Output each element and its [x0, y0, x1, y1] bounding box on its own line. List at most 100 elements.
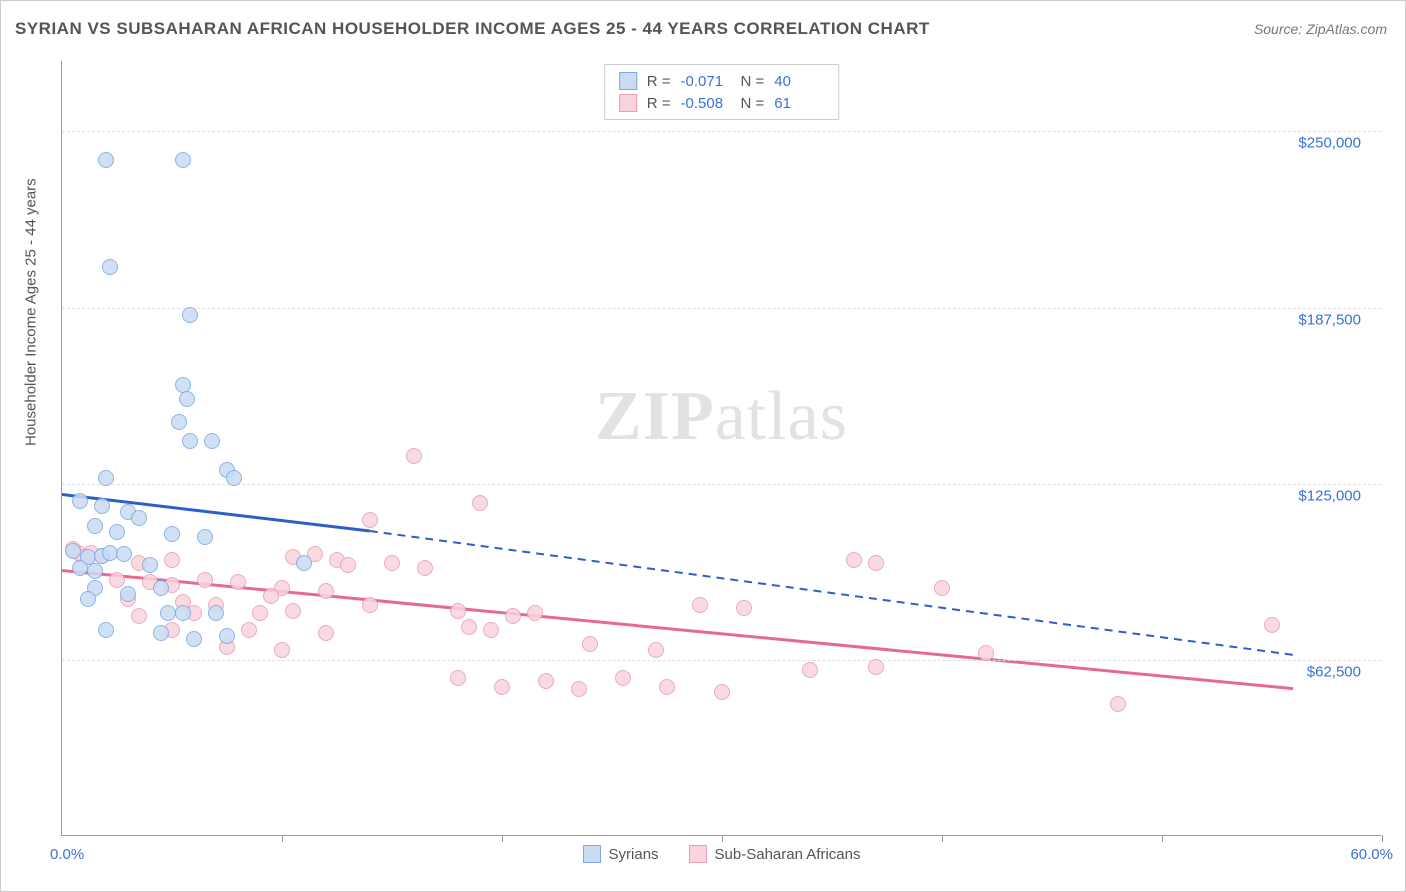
- subsaharan-point: [1264, 617, 1280, 633]
- syrians-point: [226, 470, 242, 486]
- syrians-point: [87, 563, 103, 579]
- x-tick: [722, 835, 723, 842]
- swatch-syrians: [619, 72, 637, 90]
- x-tick: [282, 835, 283, 842]
- subsaharan-point: [230, 574, 246, 590]
- r-value-syrians: -0.071: [681, 73, 731, 90]
- subsaharan-point: [868, 659, 884, 675]
- subsaharan-point: [450, 603, 466, 619]
- syrians-point: [179, 391, 195, 407]
- subsaharan-point: [714, 684, 730, 700]
- syrians-point: [131, 510, 147, 526]
- x-tick: [1162, 835, 1163, 842]
- y-tick-label: $187,500: [1298, 311, 1361, 328]
- chart-title: SYRIAN VS SUBSAHARAN AFRICAN HOUSEHOLDER…: [15, 19, 930, 39]
- legend-label-syrians: Syrians: [609, 846, 659, 863]
- legend-row-syrians: R = -0.071 N = 40: [619, 70, 825, 92]
- y-tick-label: $62,500: [1307, 663, 1361, 680]
- syrians-point: [102, 259, 118, 275]
- syrians-point: [296, 555, 312, 571]
- legend-label-subsaharan: Sub-Saharan Africans: [715, 846, 861, 863]
- n-value-syrians: 40: [774, 73, 824, 90]
- swatch-syrians-icon: [583, 845, 601, 863]
- subsaharan-point: [384, 555, 400, 571]
- trend-lines-svg: [62, 61, 1381, 835]
- subsaharan-point: [340, 557, 356, 573]
- subsaharan-point: [362, 597, 378, 613]
- subsaharan-point: [868, 555, 884, 571]
- subsaharan-point: [494, 679, 510, 695]
- n-label: N =: [741, 95, 765, 112]
- syrians-point: [116, 546, 132, 562]
- subsaharan-point: [1110, 696, 1126, 712]
- watermark-light: atlas: [715, 378, 848, 455]
- syrians-point: [142, 557, 158, 573]
- subsaharan-point: [109, 572, 125, 588]
- trend-line: [370, 531, 1293, 655]
- r-label: R =: [647, 73, 671, 90]
- x-axis-min-label: 0.0%: [50, 846, 84, 863]
- syrians-point: [164, 526, 180, 542]
- chart-container: SYRIAN VS SUBSAHARAN AFRICAN HOUSEHOLDER…: [0, 0, 1406, 892]
- subsaharan-point: [978, 645, 994, 661]
- subsaharan-point: [318, 583, 334, 599]
- legend-row-subsaharan: R = -0.508 N = 61: [619, 92, 825, 114]
- subsaharan-point: [934, 580, 950, 596]
- syrians-point: [219, 628, 235, 644]
- syrians-point: [175, 605, 191, 621]
- syrians-point: [182, 433, 198, 449]
- syrians-point: [98, 470, 114, 486]
- swatch-subsaharan: [619, 94, 637, 112]
- subsaharan-point: [318, 625, 334, 641]
- subsaharan-point: [615, 670, 631, 686]
- series-legend: Syrians Sub-Saharan Africans: [583, 845, 861, 863]
- syrians-point: [204, 433, 220, 449]
- plot-area: ZIPatlas R = -0.071 N = 40 R = -0.508 N …: [61, 61, 1381, 836]
- watermark-bold: ZIP: [595, 378, 715, 455]
- subsaharan-point: [450, 670, 466, 686]
- n-value-subsaharan: 61: [774, 95, 824, 112]
- y-tick-label: $250,000: [1298, 135, 1361, 152]
- syrians-point: [94, 498, 110, 514]
- syrians-point: [197, 529, 213, 545]
- gridline: [62, 484, 1381, 485]
- legend-item-syrians: Syrians: [583, 845, 659, 863]
- syrians-point: [65, 543, 81, 559]
- syrians-point: [72, 560, 88, 576]
- trend-line: [62, 494, 370, 531]
- subsaharan-point: [131, 608, 147, 624]
- subsaharan-point: [417, 560, 433, 576]
- syrians-point: [87, 518, 103, 534]
- subsaharan-point: [846, 552, 862, 568]
- subsaharan-point: [263, 588, 279, 604]
- r-value-subsaharan: -0.508: [681, 95, 731, 112]
- syrians-point: [171, 414, 187, 430]
- subsaharan-point: [692, 597, 708, 613]
- correlation-legend: R = -0.071 N = 40 R = -0.508 N = 61: [604, 64, 840, 120]
- watermark: ZIPatlas: [595, 377, 848, 457]
- subsaharan-point: [406, 448, 422, 464]
- subsaharan-point: [197, 572, 213, 588]
- syrians-point: [80, 591, 96, 607]
- syrians-point: [98, 152, 114, 168]
- gridline: [62, 660, 1381, 661]
- subsaharan-point: [736, 600, 752, 616]
- subsaharan-point: [164, 552, 180, 568]
- subsaharan-point: [285, 603, 301, 619]
- subsaharan-point: [659, 679, 675, 695]
- x-axis-max-label: 60.0%: [1350, 846, 1393, 863]
- syrians-point: [153, 580, 169, 596]
- x-tick: [1382, 835, 1383, 842]
- subsaharan-point: [571, 681, 587, 697]
- subsaharan-point: [362, 512, 378, 528]
- syrians-point: [182, 307, 198, 323]
- gridline: [62, 131, 1381, 132]
- n-label: N =: [741, 73, 765, 90]
- legend-item-subsaharan: Sub-Saharan Africans: [689, 845, 861, 863]
- y-tick-label: $125,000: [1298, 487, 1361, 504]
- subsaharan-point: [802, 662, 818, 678]
- syrians-point: [120, 586, 136, 602]
- syrians-point: [72, 493, 88, 509]
- syrians-point: [109, 524, 125, 540]
- y-axis-label: Householder Income Ages 25 - 44 years: [23, 178, 40, 446]
